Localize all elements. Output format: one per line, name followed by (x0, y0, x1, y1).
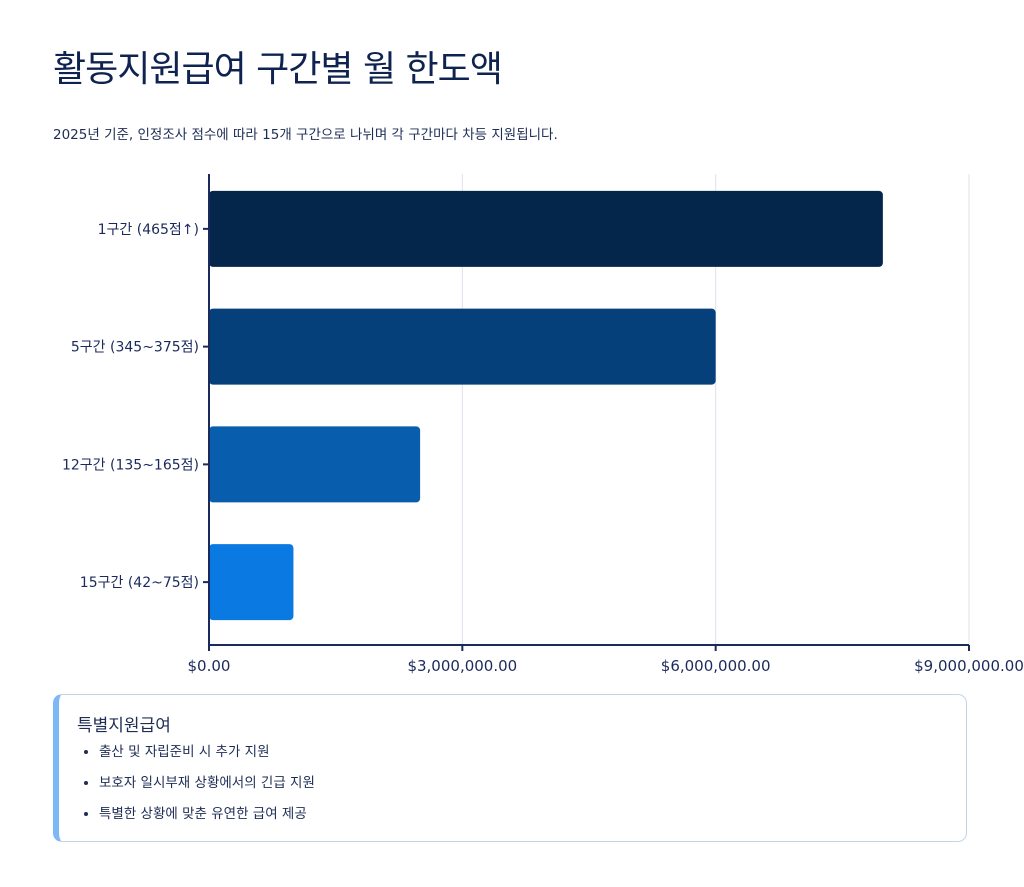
x-tick-label: $9,000,000.00 (914, 657, 1024, 675)
list-item: 특별한 상황에 맞춘 유연한 급여 제공 (99, 805, 315, 836)
x-tick-label: $6,000,000.00 (661, 657, 771, 675)
y-tick-label: 5구간 (345~375점) (71, 340, 199, 356)
special-benefit-title: 특별지원급여 (77, 716, 171, 736)
bar (209, 426, 421, 503)
bar (209, 308, 716, 385)
list-item: 보호자 일시부재 상황에서의 긴급 지원 (99, 774, 315, 805)
y-tick-label: 1구간 (465점↑) (98, 222, 199, 238)
page-title: 활동지원급여 구간별 월 한도액 (53, 49, 503, 90)
y-tick-label: 15구간 (42~75점) (80, 575, 199, 591)
x-tick-label: $3,000,000.00 (407, 657, 517, 675)
y-tick-label: 12구간 (135~165점) (62, 457, 199, 473)
page-subtitle: 2025년 기준, 인정조사 점수에 따라 15개 구간으로 나뉘며 각 구간마… (53, 127, 558, 143)
list-item: 출산 및 자립준비 시 추가 지원 (99, 743, 315, 774)
special-benefit-box: 특별지원급여 출산 및 자립준비 시 추가 지원 보호자 일시부재 상황에서의 … (53, 694, 967, 842)
special-benefit-list: 출산 및 자립준비 시 추가 지원 보호자 일시부재 상황에서의 긴급 지원 특… (77, 743, 315, 836)
bar-chart: $0.00 $3,000,000.00 $6,000,000.00 $9,000,00… (62, 174, 1024, 675)
bar (209, 544, 294, 621)
bar (209, 190, 883, 267)
x-tick-label: $0.00 (188, 657, 231, 675)
